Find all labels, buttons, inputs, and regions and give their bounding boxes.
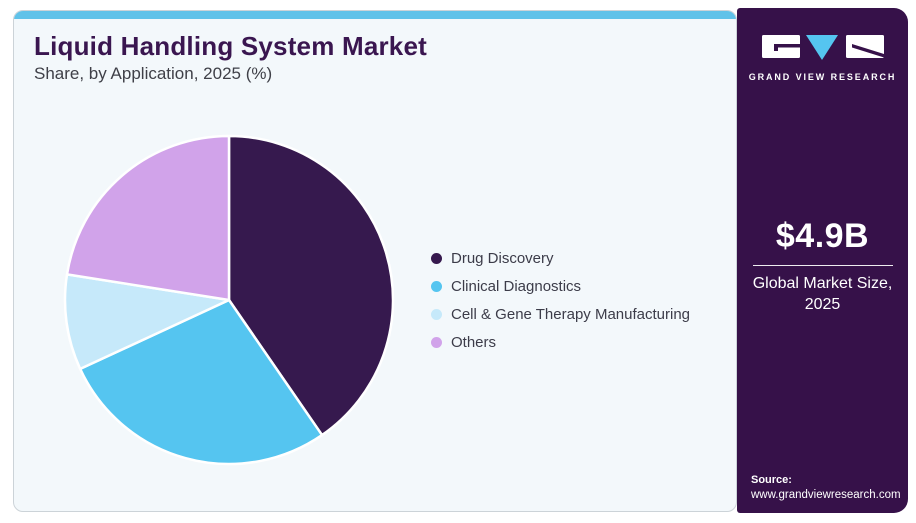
legend-swatch-icon <box>431 308 442 320</box>
legend-item-drug-discovery: Drug Discovery <box>431 244 690 272</box>
chart-subtitle: Share, by Application, 2025 (%) <box>34 64 273 83</box>
logo-v-triangle-icon <box>805 35 838 60</box>
market-size-value: $4.9B <box>775 217 870 255</box>
pie-slice-others <box>65 134 231 302</box>
brand-name: GRAND VIEW RESEARCH <box>748 72 897 82</box>
page-title: Liquid Handling System Market <box>34 31 427 61</box>
source-block: Source: www.grandviewresearch.com <box>751 474 901 501</box>
market-size-label-line1: Global Market Size, <box>752 275 893 292</box>
divider <box>752 265 893 266</box>
legend-label: Clinical Diagnostics <box>451 277 582 295</box>
legend-item-clinical-diagnostics: Clinical Diagnostics <box>431 272 690 300</box>
source-url[interactable]: www.grandviewresearch.com <box>751 489 901 501</box>
brand-sidebar: GRAND VIEW RESEARCH $4.9B Global Market … <box>737 8 908 513</box>
pie-slice-cell-gene-therapy-manufacturing <box>63 273 231 371</box>
legend-item-others: Others <box>431 328 690 356</box>
legend-label: Others <box>451 333 497 351</box>
pie-slice-drug-discovery <box>227 134 395 437</box>
market-size-block: $4.9B Global Market Size, 2025 <box>737 217 908 316</box>
market-size-label-line2: 2025 <box>804 295 841 313</box>
legend-swatch-icon <box>431 280 442 292</box>
legend-swatch-icon <box>431 336 442 348</box>
legend-label: Drug Discovery <box>451 249 554 267</box>
logo-g-glyph <box>773 44 800 51</box>
gvr-logo-icon <box>761 35 884 60</box>
accent-bar <box>14 11 736 19</box>
legend-swatch-icon <box>431 252 442 264</box>
logo-r-glyph <box>851 44 884 58</box>
source-label: Source: <box>751 474 792 486</box>
pie-chart <box>63 134 395 466</box>
chart-legend: Drug Discovery Clinical Diagnostics Cell &… <box>431 244 690 356</box>
gvr-logo: GRAND VIEW RESEARCH <box>737 32 908 82</box>
chart-card: Liquid Handling System Market Share, by … <box>13 10 737 512</box>
legend-item-cell-gene-therapy-manufacturing: Cell & Gene Therapy Manufacturing <box>431 300 690 328</box>
legend-label: Cell & Gene Therapy Manufacturing <box>451 305 691 323</box>
